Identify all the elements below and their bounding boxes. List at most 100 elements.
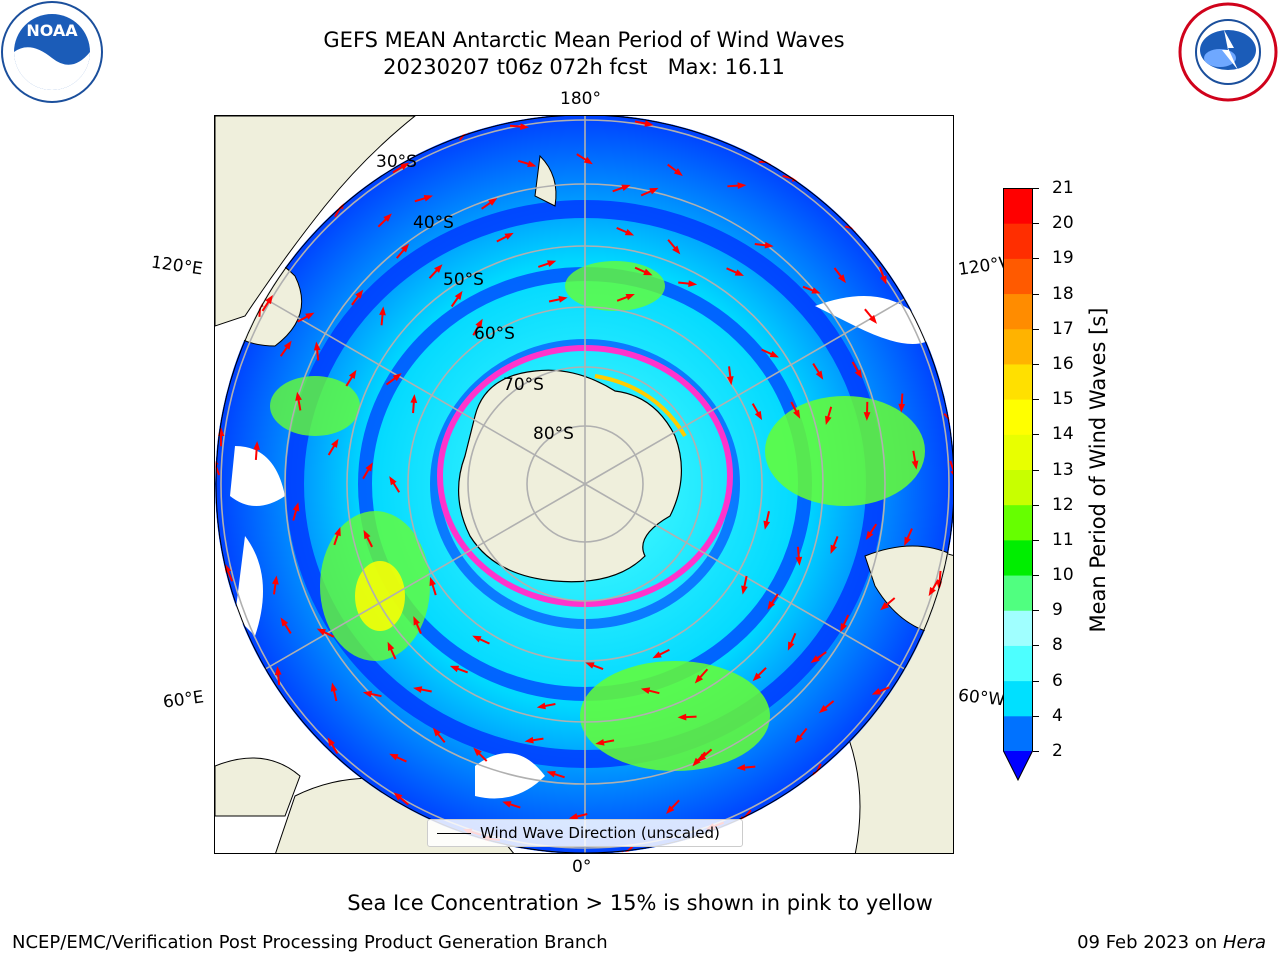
wave-direction-arrowhead xyxy=(688,280,698,287)
wave-direction-arrowhead xyxy=(473,747,482,757)
lat-label-80s: 80°S xyxy=(533,424,574,444)
map-legend: Wind Wave Direction (unscaled) xyxy=(427,819,743,847)
wave-direction-arrowhead xyxy=(524,736,534,744)
colorbar-tick-mark xyxy=(1033,363,1039,365)
wave-direction-arrowhead xyxy=(871,688,882,695)
wave-direction-arrowhead xyxy=(863,412,871,421)
colorbar-tick-label: 19 xyxy=(1052,248,1074,269)
noaa-logo-text: NOAA xyxy=(26,21,78,40)
wave-direction-arrowhead xyxy=(644,120,654,127)
wave-direction-arrowhead xyxy=(840,623,848,633)
colorbar-segment xyxy=(1003,715,1033,752)
wave-direction-arrowhead xyxy=(585,662,595,669)
colorbar-segment xyxy=(1003,258,1033,295)
colorbar-tick-mark xyxy=(1033,575,1039,577)
noaa-logo: NOAA xyxy=(1,1,103,103)
wave-direction-arrowhead xyxy=(283,340,292,350)
wave-direction-arrowhead xyxy=(432,727,441,737)
wave-direction-arrowhead xyxy=(568,813,579,820)
footer-date-text: 09 Feb 2023 on xyxy=(1077,932,1223,953)
national-weather-service-logo xyxy=(1178,2,1278,102)
wave-direction-arrowhead xyxy=(274,666,282,676)
colorbar-tick-mark xyxy=(1033,539,1039,541)
colorbar-tick-label: 11 xyxy=(1052,529,1074,550)
wave-direction-arrowhead xyxy=(313,341,321,351)
wave-direction-arrowhead xyxy=(292,502,300,512)
polar-map: Wind Wave Direction (unscaled) xyxy=(214,115,954,854)
wave-direction-arrowhead xyxy=(305,312,315,320)
wave-direction-arrowhead xyxy=(449,665,460,673)
footer-date: 09 Feb 2023 on Hera xyxy=(1077,932,1266,953)
map-canvas xyxy=(215,116,953,853)
wave-direction-arrowhead xyxy=(673,168,683,177)
wave-direction-arrowhead xyxy=(649,187,659,195)
wave-direction-arrowhead xyxy=(672,245,681,255)
wave-direction-arrowhead xyxy=(793,409,801,419)
colorbar-segment xyxy=(1003,293,1033,330)
lat-label-60s: 60°S xyxy=(474,324,515,344)
wave-direction-arrowhead xyxy=(546,260,557,267)
footer-system: Hera xyxy=(1222,932,1266,953)
wave-direction-arrowhead xyxy=(950,469,953,479)
wave-direction-arrowhead xyxy=(640,687,651,694)
wave-direction-arrowhead xyxy=(767,600,776,610)
colorbar-segment xyxy=(1003,223,1033,259)
wave-direction-arrowhead xyxy=(334,526,341,537)
wave-direction-arrowhead xyxy=(362,690,373,698)
colorbar-tick-label: 14 xyxy=(1052,424,1074,445)
wave-direction-arrowhead xyxy=(280,617,289,627)
footer-credit: NCEP/EMC/Verification Post Processing Pr… xyxy=(12,932,608,953)
wave-direction-arrowhead xyxy=(818,704,828,714)
wave-direction-arrowhead xyxy=(504,232,514,240)
colorbar-segment xyxy=(1003,188,1033,224)
wave-direction-arrowhead xyxy=(355,289,364,299)
colorbar-tick-mark xyxy=(1033,434,1039,436)
wave-direction-arrowhead xyxy=(365,462,373,472)
colorbar-tick-label: 21 xyxy=(1052,178,1074,198)
wave-direction-arrowhead xyxy=(737,182,747,190)
wave-direction-arrowhead xyxy=(389,753,399,761)
colorbar-label: Mean Period of Wind Waves [s] xyxy=(1086,307,1110,633)
wave-direction-arrowhead xyxy=(253,441,260,450)
colorbar-tick-label: 20 xyxy=(1052,213,1074,234)
wave-direction-arrow xyxy=(621,846,634,853)
colorbar-tick-mark xyxy=(1033,223,1039,225)
wave-direction-arrowhead xyxy=(413,686,423,693)
colorbar-extend-min xyxy=(1003,751,1033,780)
colorbar-segment xyxy=(1003,469,1033,506)
wave-direction-arrowhead xyxy=(763,520,771,530)
chart-title: GEFS MEAN Antarctic Mean Period of Wind … xyxy=(323,28,845,52)
lat-label-50s: 50°S xyxy=(443,270,484,290)
colorbar-segment xyxy=(1003,575,1033,611)
wave-direction-arrowhead xyxy=(854,369,863,379)
lon-label-180: 180° xyxy=(560,89,601,109)
wave-direction-arrowhead xyxy=(265,294,273,305)
colorbar-tick-label: 15 xyxy=(1052,389,1074,410)
wave-direction-arrowhead xyxy=(830,544,837,554)
wave-direction-arrowhead xyxy=(546,770,556,778)
colorbar-tick-mark xyxy=(1033,610,1039,612)
wave-direction-arrowhead xyxy=(652,651,662,659)
wave-direction-arrowhead xyxy=(904,536,911,546)
wave-direction-arrowhead xyxy=(734,269,744,276)
wave-direction-arrowhead xyxy=(825,415,832,426)
colorbar xyxy=(1003,188,1033,781)
wave-direction-arrowhead xyxy=(880,275,887,285)
wave-direction-arrowhead xyxy=(434,264,443,273)
wave-direction-arrowhead xyxy=(392,373,402,382)
wave-direction-arrowhead xyxy=(694,674,704,684)
wave-direction-arrowhead xyxy=(399,162,410,171)
wave-direction-arrowhead xyxy=(764,241,774,249)
wave-direction-arrowhead xyxy=(624,228,635,236)
wave-direction-arrowhead xyxy=(752,672,762,682)
wave-direction-arrowhead xyxy=(815,370,824,380)
wave-direction-arrowhead xyxy=(316,628,327,636)
wave-direction-arrowhead xyxy=(389,476,397,486)
colorbar-segment xyxy=(1003,645,1033,682)
lat-label-40s: 40°S xyxy=(413,213,454,233)
wave-direction-arrowhead xyxy=(898,403,906,413)
wave-direction-arrowhead xyxy=(692,757,701,767)
wave-direction-arrowhead xyxy=(736,764,746,771)
wave-direction-arrowhead xyxy=(379,306,386,316)
lat-label-70s: 70°S xyxy=(503,375,544,395)
